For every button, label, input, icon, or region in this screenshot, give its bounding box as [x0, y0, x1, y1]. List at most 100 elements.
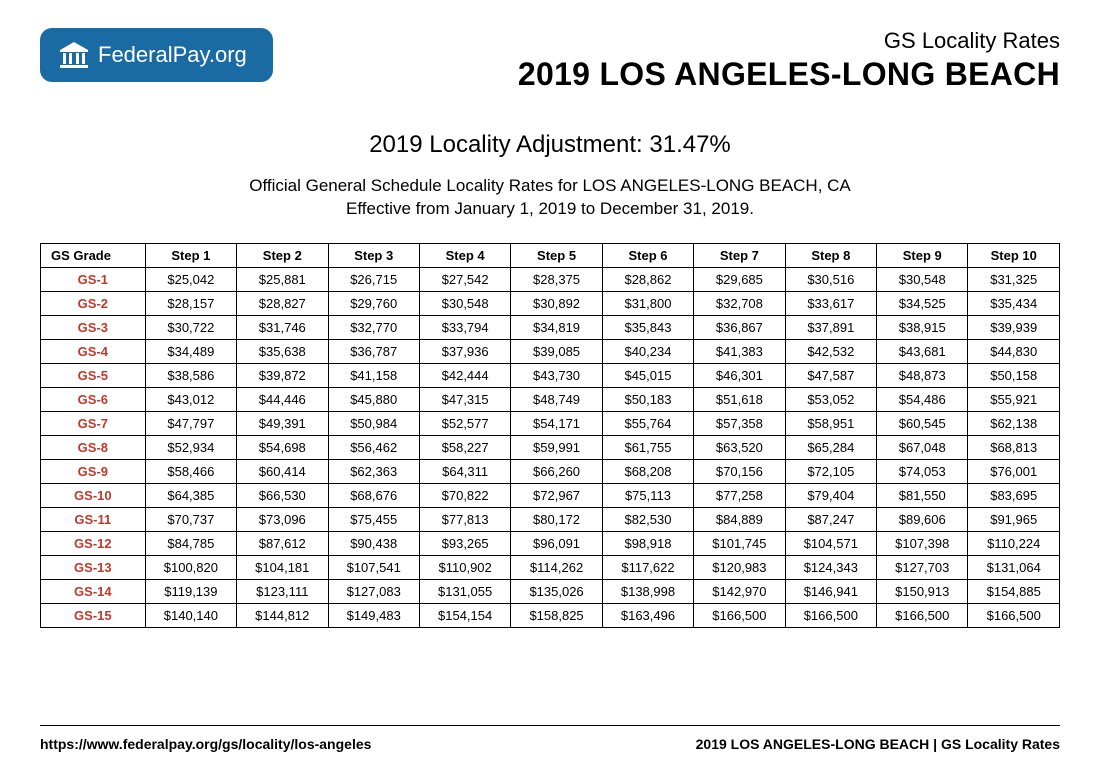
footer: https://www.federalpay.org/gs/locality/l…	[40, 725, 1060, 752]
pay-cell: $166,500	[968, 603, 1060, 627]
table-row: GS-5$38,586$39,872$41,158$42,444$43,730$…	[41, 363, 1060, 387]
pay-cell: $158,825	[511, 603, 602, 627]
table-row: GS-10$64,385$66,530$68,676$70,822$72,967…	[41, 483, 1060, 507]
pay-cell: $47,797	[145, 411, 236, 435]
pay-cell: $84,889	[694, 507, 785, 531]
pay-cell: $87,247	[785, 507, 876, 531]
grade-cell: GS-8	[41, 435, 146, 459]
logo-name: Federal	[98, 42, 173, 67]
grade-cell: GS-13	[41, 555, 146, 579]
col-step-6: Step 6	[602, 243, 693, 267]
col-step-9: Step 9	[877, 243, 968, 267]
table-row: GS-7$47,797$49,391$50,984$52,577$54,171$…	[41, 411, 1060, 435]
pay-cell: $110,902	[419, 555, 510, 579]
pay-cell: $64,311	[419, 459, 510, 483]
pay-cell: $84,785	[145, 531, 236, 555]
pay-cell: $110,224	[968, 531, 1060, 555]
site-logo-badge: FederalPay.org	[40, 28, 273, 82]
pay-cell: $42,444	[419, 363, 510, 387]
pay-cell: $26,715	[328, 267, 419, 291]
pay-cell: $28,862	[602, 267, 693, 291]
pay-cell: $58,227	[419, 435, 510, 459]
pay-cell: $75,455	[328, 507, 419, 531]
pay-cell: $65,284	[785, 435, 876, 459]
pay-cell: $41,158	[328, 363, 419, 387]
pay-cell: $31,325	[968, 267, 1060, 291]
bank-icon	[60, 42, 88, 68]
logo-text: FederalPay.org	[98, 42, 247, 68]
pay-cell: $37,936	[419, 339, 510, 363]
table-row: GS-4$34,489$35,638$36,787$37,936$39,085$…	[41, 339, 1060, 363]
pay-cell: $47,315	[419, 387, 510, 411]
pay-cell: $54,171	[511, 411, 602, 435]
table-head: GS GradeStep 1Step 2Step 3Step 4Step 5St…	[41, 243, 1060, 267]
pay-cell: $70,156	[694, 459, 785, 483]
pay-cell: $57,358	[694, 411, 785, 435]
pay-cell: $72,967	[511, 483, 602, 507]
pay-cell: $25,042	[145, 267, 236, 291]
grade-cell: GS-2	[41, 291, 146, 315]
pay-cell: $51,618	[694, 387, 785, 411]
table-row: GS-8$52,934$54,698$56,462$58,227$59,991$…	[41, 435, 1060, 459]
pay-cell: $30,548	[877, 267, 968, 291]
pay-cell: $35,843	[602, 315, 693, 339]
intro-text: Official General Schedule Locality Rates…	[40, 175, 1060, 221]
grade-cell: GS-11	[41, 507, 146, 531]
pay-cell: $38,586	[145, 363, 236, 387]
pay-cell: $30,892	[511, 291, 602, 315]
pay-cell: $40,234	[602, 339, 693, 363]
pay-cell: $56,462	[328, 435, 419, 459]
col-step-5: Step 5	[511, 243, 602, 267]
pay-cell: $39,085	[511, 339, 602, 363]
pay-cell: $98,918	[602, 531, 693, 555]
table-header-row: GS GradeStep 1Step 2Step 3Step 4Step 5St…	[41, 243, 1060, 267]
pay-cell: $37,891	[785, 315, 876, 339]
page-subtitle: GS Locality Rates	[518, 28, 1060, 54]
pay-cell: $45,880	[328, 387, 419, 411]
table-row: GS-14$119,139$123,111$127,083$131,055$13…	[41, 579, 1060, 603]
pay-cell: $54,698	[237, 435, 328, 459]
pay-cell: $135,026	[511, 579, 602, 603]
table-row: GS-3$30,722$31,746$32,770$33,794$34,819$…	[41, 315, 1060, 339]
pay-table: GS GradeStep 1Step 2Step 3Step 4Step 5St…	[40, 243, 1060, 628]
pay-cell: $36,867	[694, 315, 785, 339]
pay-cell: $29,760	[328, 291, 419, 315]
pay-cell: $62,138	[968, 411, 1060, 435]
col-step-1: Step 1	[145, 243, 236, 267]
pay-cell: $89,606	[877, 507, 968, 531]
pay-cell: $120,983	[694, 555, 785, 579]
col-step-4: Step 4	[419, 243, 510, 267]
pay-cell: $38,915	[877, 315, 968, 339]
pay-cell: $48,749	[511, 387, 602, 411]
col-step-2: Step 2	[237, 243, 328, 267]
pay-cell: $47,587	[785, 363, 876, 387]
table-row: GS-6$43,012$44,446$45,880$47,315$48,749$…	[41, 387, 1060, 411]
pay-cell: $140,140	[145, 603, 236, 627]
header-row: FederalPay.org GS Locality Rates 2019 LO…	[40, 28, 1060, 93]
pay-cell: $87,612	[237, 531, 328, 555]
pay-cell: $53,052	[785, 387, 876, 411]
pay-cell: $34,525	[877, 291, 968, 315]
pay-cell: $39,872	[237, 363, 328, 387]
pay-cell: $107,541	[328, 555, 419, 579]
grade-cell: GS-4	[41, 339, 146, 363]
intro-line-1: Official General Schedule Locality Rates…	[40, 175, 1060, 198]
pay-cell: $74,053	[877, 459, 968, 483]
table-row: GS-9$58,466$60,414$62,363$64,311$66,260$…	[41, 459, 1060, 483]
pay-cell: $91,965	[968, 507, 1060, 531]
pay-cell: $72,105	[785, 459, 876, 483]
pay-cell: $166,500	[694, 603, 785, 627]
pay-cell: $55,921	[968, 387, 1060, 411]
pay-cell: $70,822	[419, 483, 510, 507]
pay-cell: $138,998	[602, 579, 693, 603]
table-row: GS-12$84,785$87,612$90,438$93,265$96,091…	[41, 531, 1060, 555]
col-step-7: Step 7	[694, 243, 785, 267]
pay-cell: $63,520	[694, 435, 785, 459]
pay-cell: $77,813	[419, 507, 510, 531]
table-row: GS-2$28,157$28,827$29,760$30,548$30,892$…	[41, 291, 1060, 315]
pay-cell: $166,500	[785, 603, 876, 627]
pay-cell: $75,113	[602, 483, 693, 507]
grade-cell: GS-6	[41, 387, 146, 411]
pay-cell: $30,722	[145, 315, 236, 339]
table-row: GS-13$100,820$104,181$107,541$110,902$11…	[41, 555, 1060, 579]
